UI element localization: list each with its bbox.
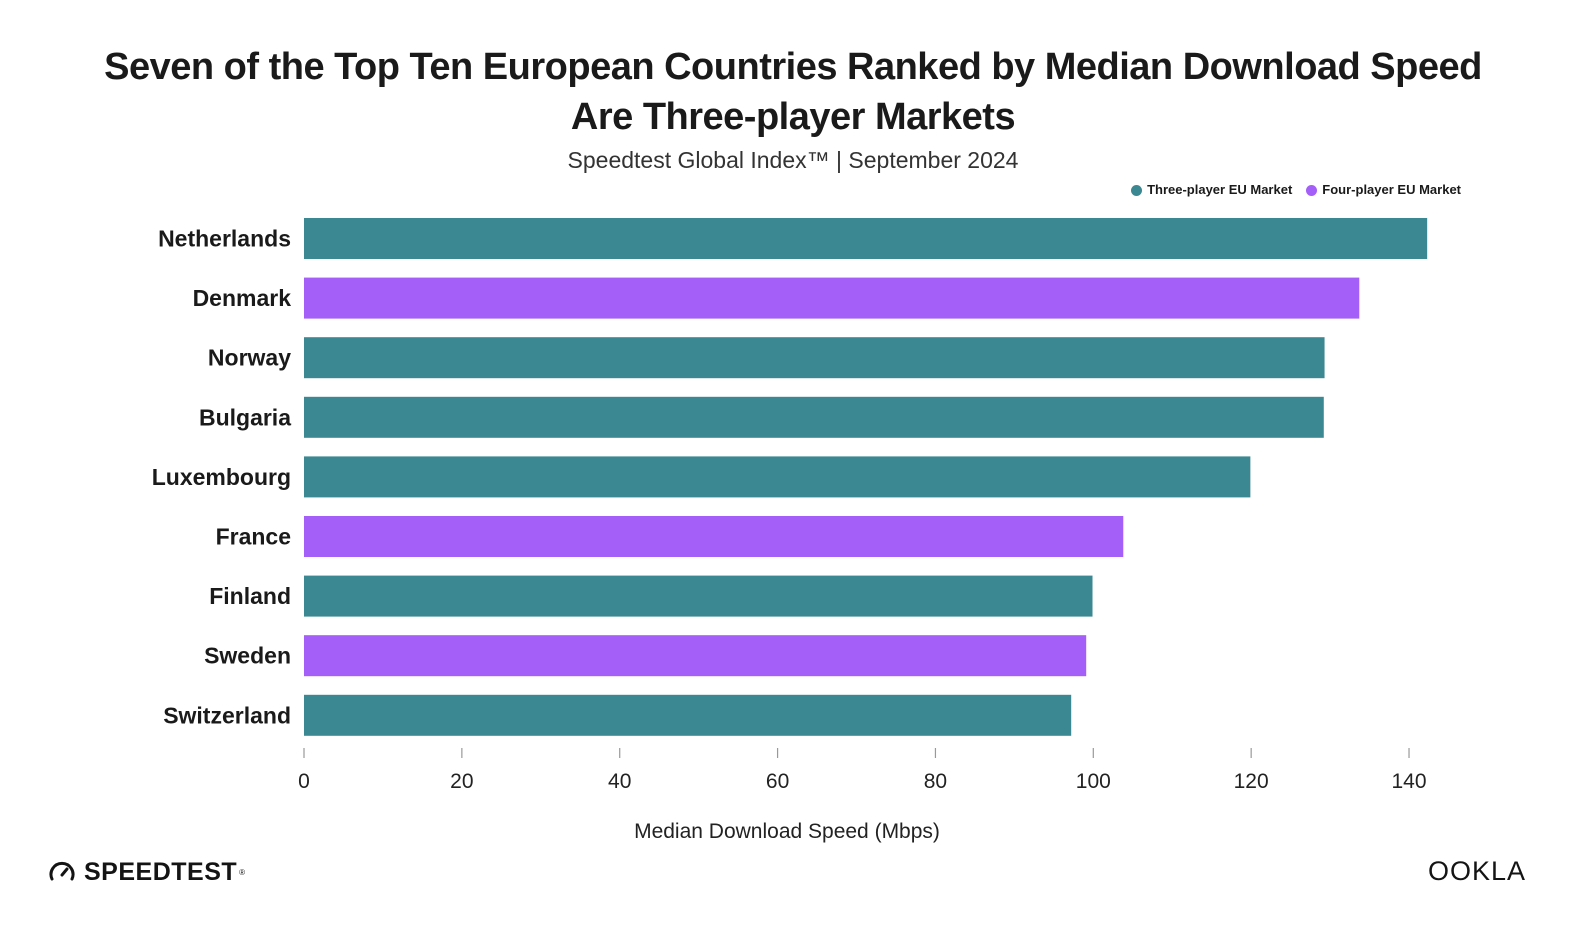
- chart-subtitle: Speedtest Global Index™ | September 2024: [567, 147, 1019, 173]
- category-label-luxembourg: Luxembourg: [152, 464, 291, 490]
- chart-title-line-2: Are Three-player Markets: [570, 96, 1016, 138]
- bar-switzerland: [304, 694, 1072, 736]
- x-tick-label-120: 120: [1234, 770, 1269, 793]
- x-axis-title: Median Download Speed (Mbps): [634, 820, 940, 843]
- chart-title-line-1: Seven of the Top Ten European Countries …: [104, 46, 1482, 88]
- bar-norway: [304, 337, 1325, 379]
- category-label-netherlands: Netherlands: [158, 226, 291, 252]
- x-tick-label-60: 60: [766, 770, 789, 793]
- legend-item-four-player: Four-player EU Market: [1306, 180, 1461, 200]
- category-label-finland: Finland: [209, 583, 291, 609]
- bar-sweden: [304, 635, 1087, 677]
- category-label-sweden: Sweden: [204, 643, 291, 669]
- trademark-mark: ®: [239, 867, 246, 877]
- category-label-denmark: Denmark: [193, 285, 292, 311]
- legend-label-three-player: Three-player EU Market: [1147, 182, 1293, 197]
- bar-luxembourg: [304, 456, 1251, 498]
- x-tick-label-100: 100: [1076, 770, 1111, 793]
- speedometer-icon: [49, 861, 75, 881]
- category-label-france: France: [216, 524, 291, 550]
- x-tick-label-80: 80: [924, 770, 947, 793]
- bar-france: [304, 516, 1124, 557]
- bar-netherlands: [304, 218, 1428, 259]
- x-tick-label-0: 0: [298, 770, 310, 793]
- legend-item-three-player: Three-player EU Market: [1131, 180, 1292, 200]
- category-label-norway: Norway: [208, 345, 291, 371]
- bar-denmark: [304, 277, 1360, 319]
- category-label-bulgaria: Bulgaria: [199, 404, 291, 430]
- x-tick-label-40: 40: [608, 770, 631, 793]
- speedtest-logo: SPEEDTEST ®: [48, 857, 245, 887]
- ookla-logo: OOKLA: [1427, 856, 1526, 886]
- chart-legend: Three-player EU Market Four-player EU Ma…: [1131, 180, 1461, 200]
- bar-bulgaria: [304, 396, 1324, 438]
- category-label-switzerland: Switzerland: [163, 702, 291, 728]
- legend-label-four-player: Four-player EU Market: [1322, 182, 1461, 197]
- legend-dot-four-player: [1306, 184, 1318, 196]
- bar-finland: [304, 575, 1093, 617]
- speedtest-logo-text: SPEEDTEST: [84, 858, 238, 886]
- x-tick-label-140: 140: [1391, 770, 1426, 793]
- legend-dot-three-player: [1131, 184, 1143, 196]
- x-tick-label-20: 20: [450, 770, 473, 793]
